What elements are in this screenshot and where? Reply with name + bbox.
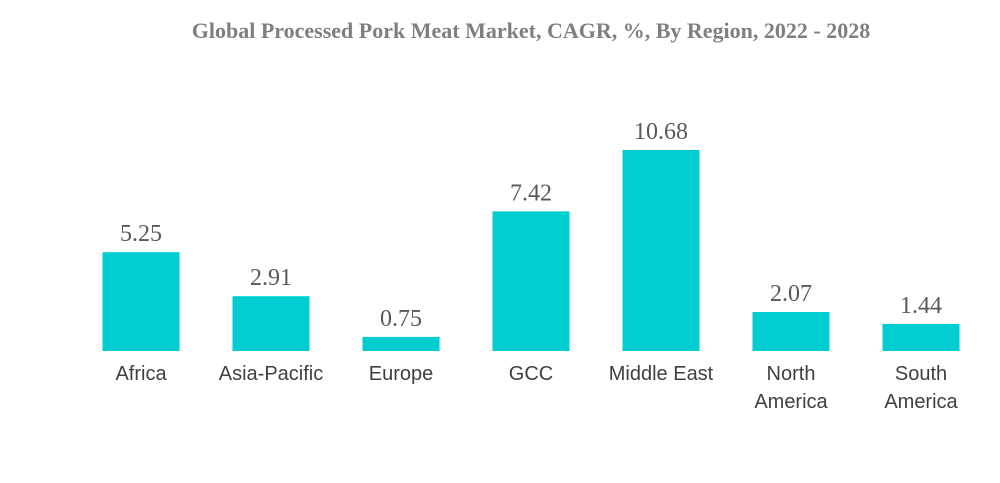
bar-6: [882, 323, 960, 351]
bar-3: [492, 211, 570, 351]
category-label-3: GCC: [509, 363, 553, 385]
category-label-6: South America: [884, 363, 958, 413]
bar-2: [362, 336, 440, 351]
category-label-line: America: [754, 391, 828, 413]
category-label-4: Middle East: [609, 363, 714, 385]
value-labels-group: 5.25 2.91 0.75 7.42 10.68 2.07 1.44: [120, 119, 942, 332]
category-label-line: Europe: [369, 363, 434, 385]
category-labels-group: Africa Asia-Pacific Europe GCC Middle East No…: [115, 363, 958, 413]
category-label-0: Africa: [115, 363, 167, 385]
category-label-1: Asia-Pacific: [219, 363, 323, 385]
category-label-line: South: [895, 363, 947, 385]
category-label-line: North: [767, 363, 816, 385]
value-label-0: 5.25: [120, 221, 162, 247]
value-label-5: 2.07: [770, 281, 812, 307]
category-label-line: GCC: [509, 363, 553, 385]
bar-0: [102, 252, 180, 351]
value-label-6: 1.44: [900, 293, 942, 319]
value-label-4: 10.68: [634, 119, 688, 145]
category-label-line: Africa: [115, 363, 167, 385]
bar-1: [232, 296, 310, 351]
value-label-1: 2.91: [250, 265, 292, 291]
bar-4: [622, 150, 700, 351]
value-label-2: 0.75: [380, 306, 422, 332]
chart-title: Global Processed Pork Meat Market, CAGR,…: [192, 18, 870, 43]
category-label-2: Europe: [369, 363, 434, 385]
category-label-line: Asia-Pacific: [219, 363, 323, 385]
category-label-5: North America: [754, 363, 828, 413]
value-label-3: 7.42: [510, 180, 552, 206]
category-label-line: America: [884, 391, 958, 413]
bar-5: [752, 312, 830, 351]
category-label-line: Middle East: [609, 363, 714, 385]
bars-group: [102, 150, 960, 351]
